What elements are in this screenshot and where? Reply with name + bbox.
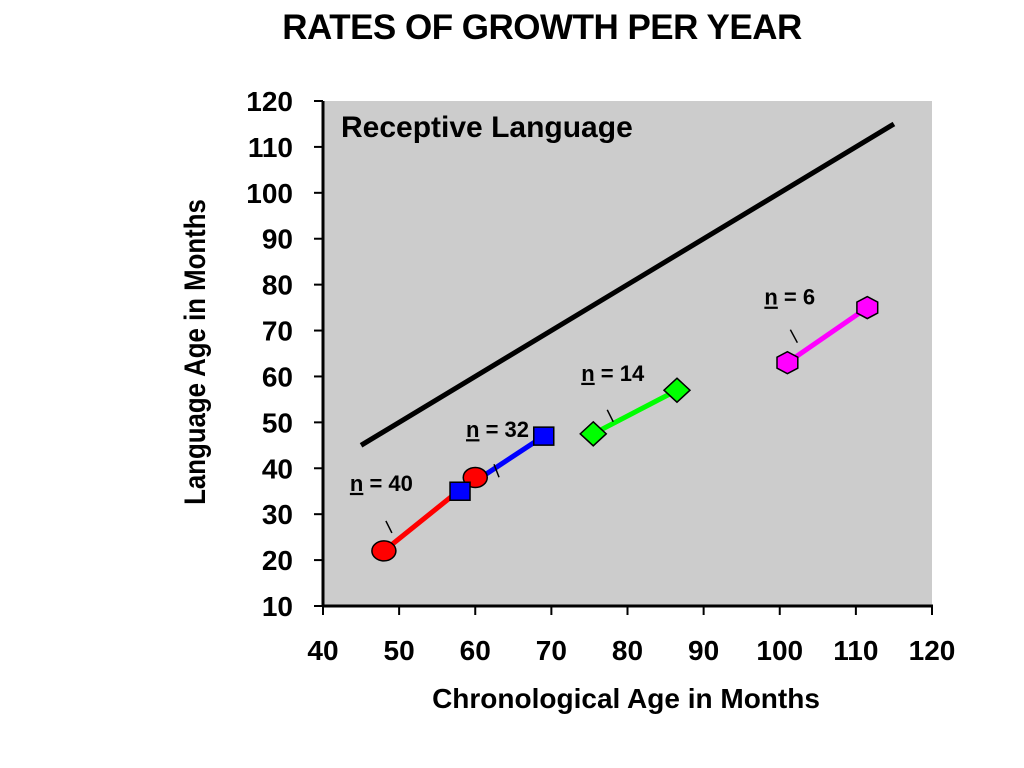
x-tick-label: 40: [307, 635, 338, 666]
x-tick-label: 90: [688, 635, 719, 666]
annotation-label: n = 40: [350, 471, 413, 496]
x-tick-label: 80: [612, 635, 643, 666]
y-tick-label: 60: [262, 361, 293, 392]
series-line-3: [592, 388, 679, 437]
x-tick-label: 100: [756, 635, 803, 666]
annotation-label: n = 32: [466, 417, 529, 442]
y-tick-label: 70: [262, 316, 293, 347]
series-4-start-marker: [776, 350, 799, 375]
series-3-start-marker: [579, 420, 608, 447]
annotation-pointer: [385, 520, 393, 534]
x-tick-label: 60: [460, 635, 491, 666]
series-3-end-marker: [662, 377, 692, 404]
annotation-label: n = 6: [764, 285, 815, 310]
chart-title: RATES OF GROWTH PER YEAR: [282, 8, 802, 47]
y-tick-label: 50: [262, 407, 293, 438]
plot-background: [323, 101, 932, 606]
y-tick-label: 20: [262, 545, 293, 576]
series-4-end-marker: [856, 295, 879, 320]
series-2-end-marker: [533, 426, 555, 446]
annotation-pointer: [606, 409, 614, 423]
panel-title: Receptive Language: [341, 111, 633, 144]
series-2-start-marker: [449, 481, 471, 501]
y-tick-label: 110: [248, 132, 293, 163]
reference-line: [359, 121, 896, 448]
y-tick-label: 100: [246, 178, 293, 209]
y-tick-label: 10: [262, 591, 293, 622]
y-tick-label: 90: [262, 224, 293, 255]
x-tick-label: 110: [833, 635, 878, 666]
annotation-pointer: [493, 463, 500, 478]
y-tick-label: 40: [262, 453, 293, 484]
y-tick-label: 80: [262, 270, 293, 301]
x-tick-label: 70: [536, 635, 567, 666]
y-tick-label: 30: [262, 499, 293, 530]
x-axis-label: Chronological Age in Months: [432, 683, 820, 714]
series-line-4: [785, 305, 869, 365]
y-tick-label: 120: [246, 86, 293, 117]
annotation-pointer: [789, 329, 799, 344]
x-tick-label: 120: [909, 635, 956, 666]
x-tick-label: 50: [384, 635, 415, 666]
series-1-start-marker: [371, 540, 397, 562]
annotation-label: n = 14: [581, 361, 645, 386]
